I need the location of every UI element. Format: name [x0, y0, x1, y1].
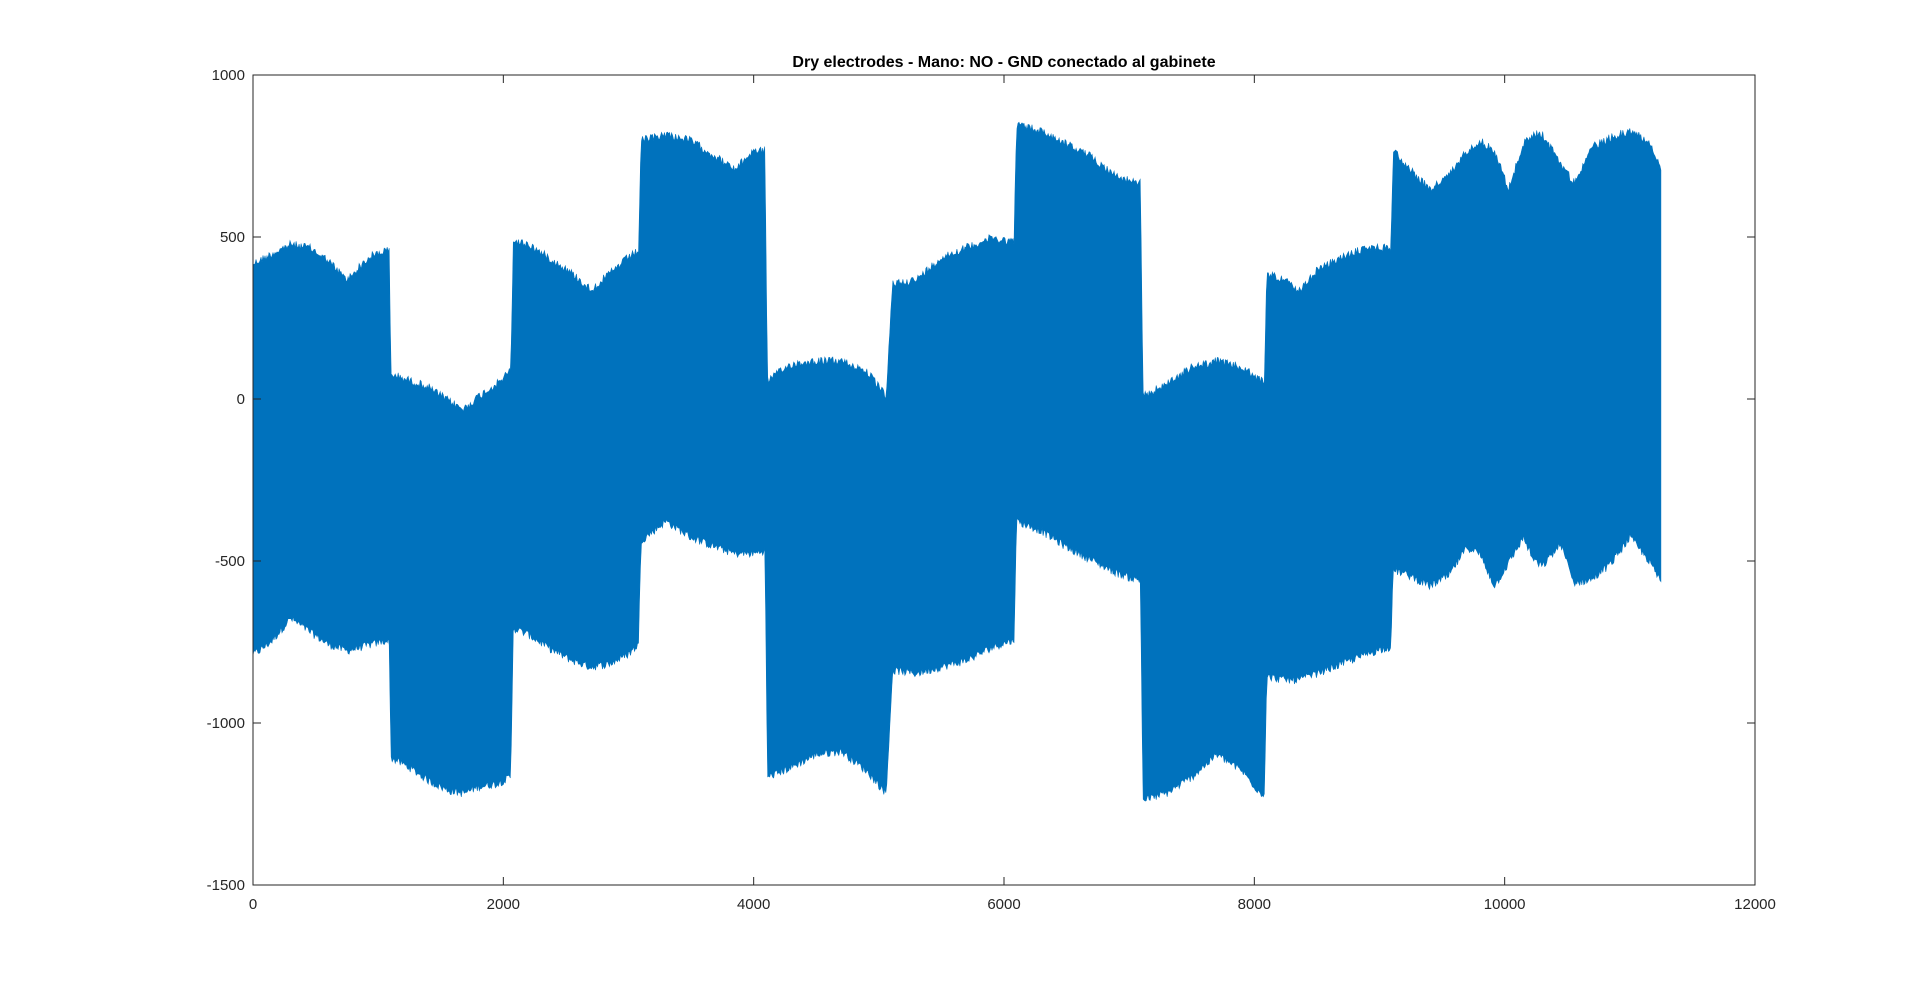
- chart-title: Dry electrodes - Mano: NO - GND conectad…: [792, 54, 1215, 71]
- x-tick-label: 4000: [737, 896, 770, 913]
- x-tick-label: 8000: [1238, 896, 1271, 913]
- x-tick-label: 12000: [1734, 896, 1776, 913]
- x-tick-label: 0: [249, 896, 257, 913]
- y-tick-label: -500: [215, 553, 245, 570]
- y-tick-label: 0: [237, 391, 245, 408]
- ticks-layer: 0 2000 4000 6000 8000 10000 12000-1500-1000-50…: [207, 67, 1776, 913]
- x-tick-label: 2000: [487, 896, 520, 913]
- y-tick-label: -1500: [207, 877, 245, 894]
- x-tick-label: 6000: [987, 896, 1020, 913]
- y-tick-label: 1000: [212, 67, 245, 84]
- y-tick-label: 500: [220, 229, 245, 246]
- signal-series-0: [252, 121, 1662, 802]
- y-tick-label: -1000: [207, 715, 245, 732]
- data-layer: [252, 121, 1662, 802]
- axes-box: [252, 74, 1756, 886]
- x-tick-label: 10000: [1484, 896, 1526, 913]
